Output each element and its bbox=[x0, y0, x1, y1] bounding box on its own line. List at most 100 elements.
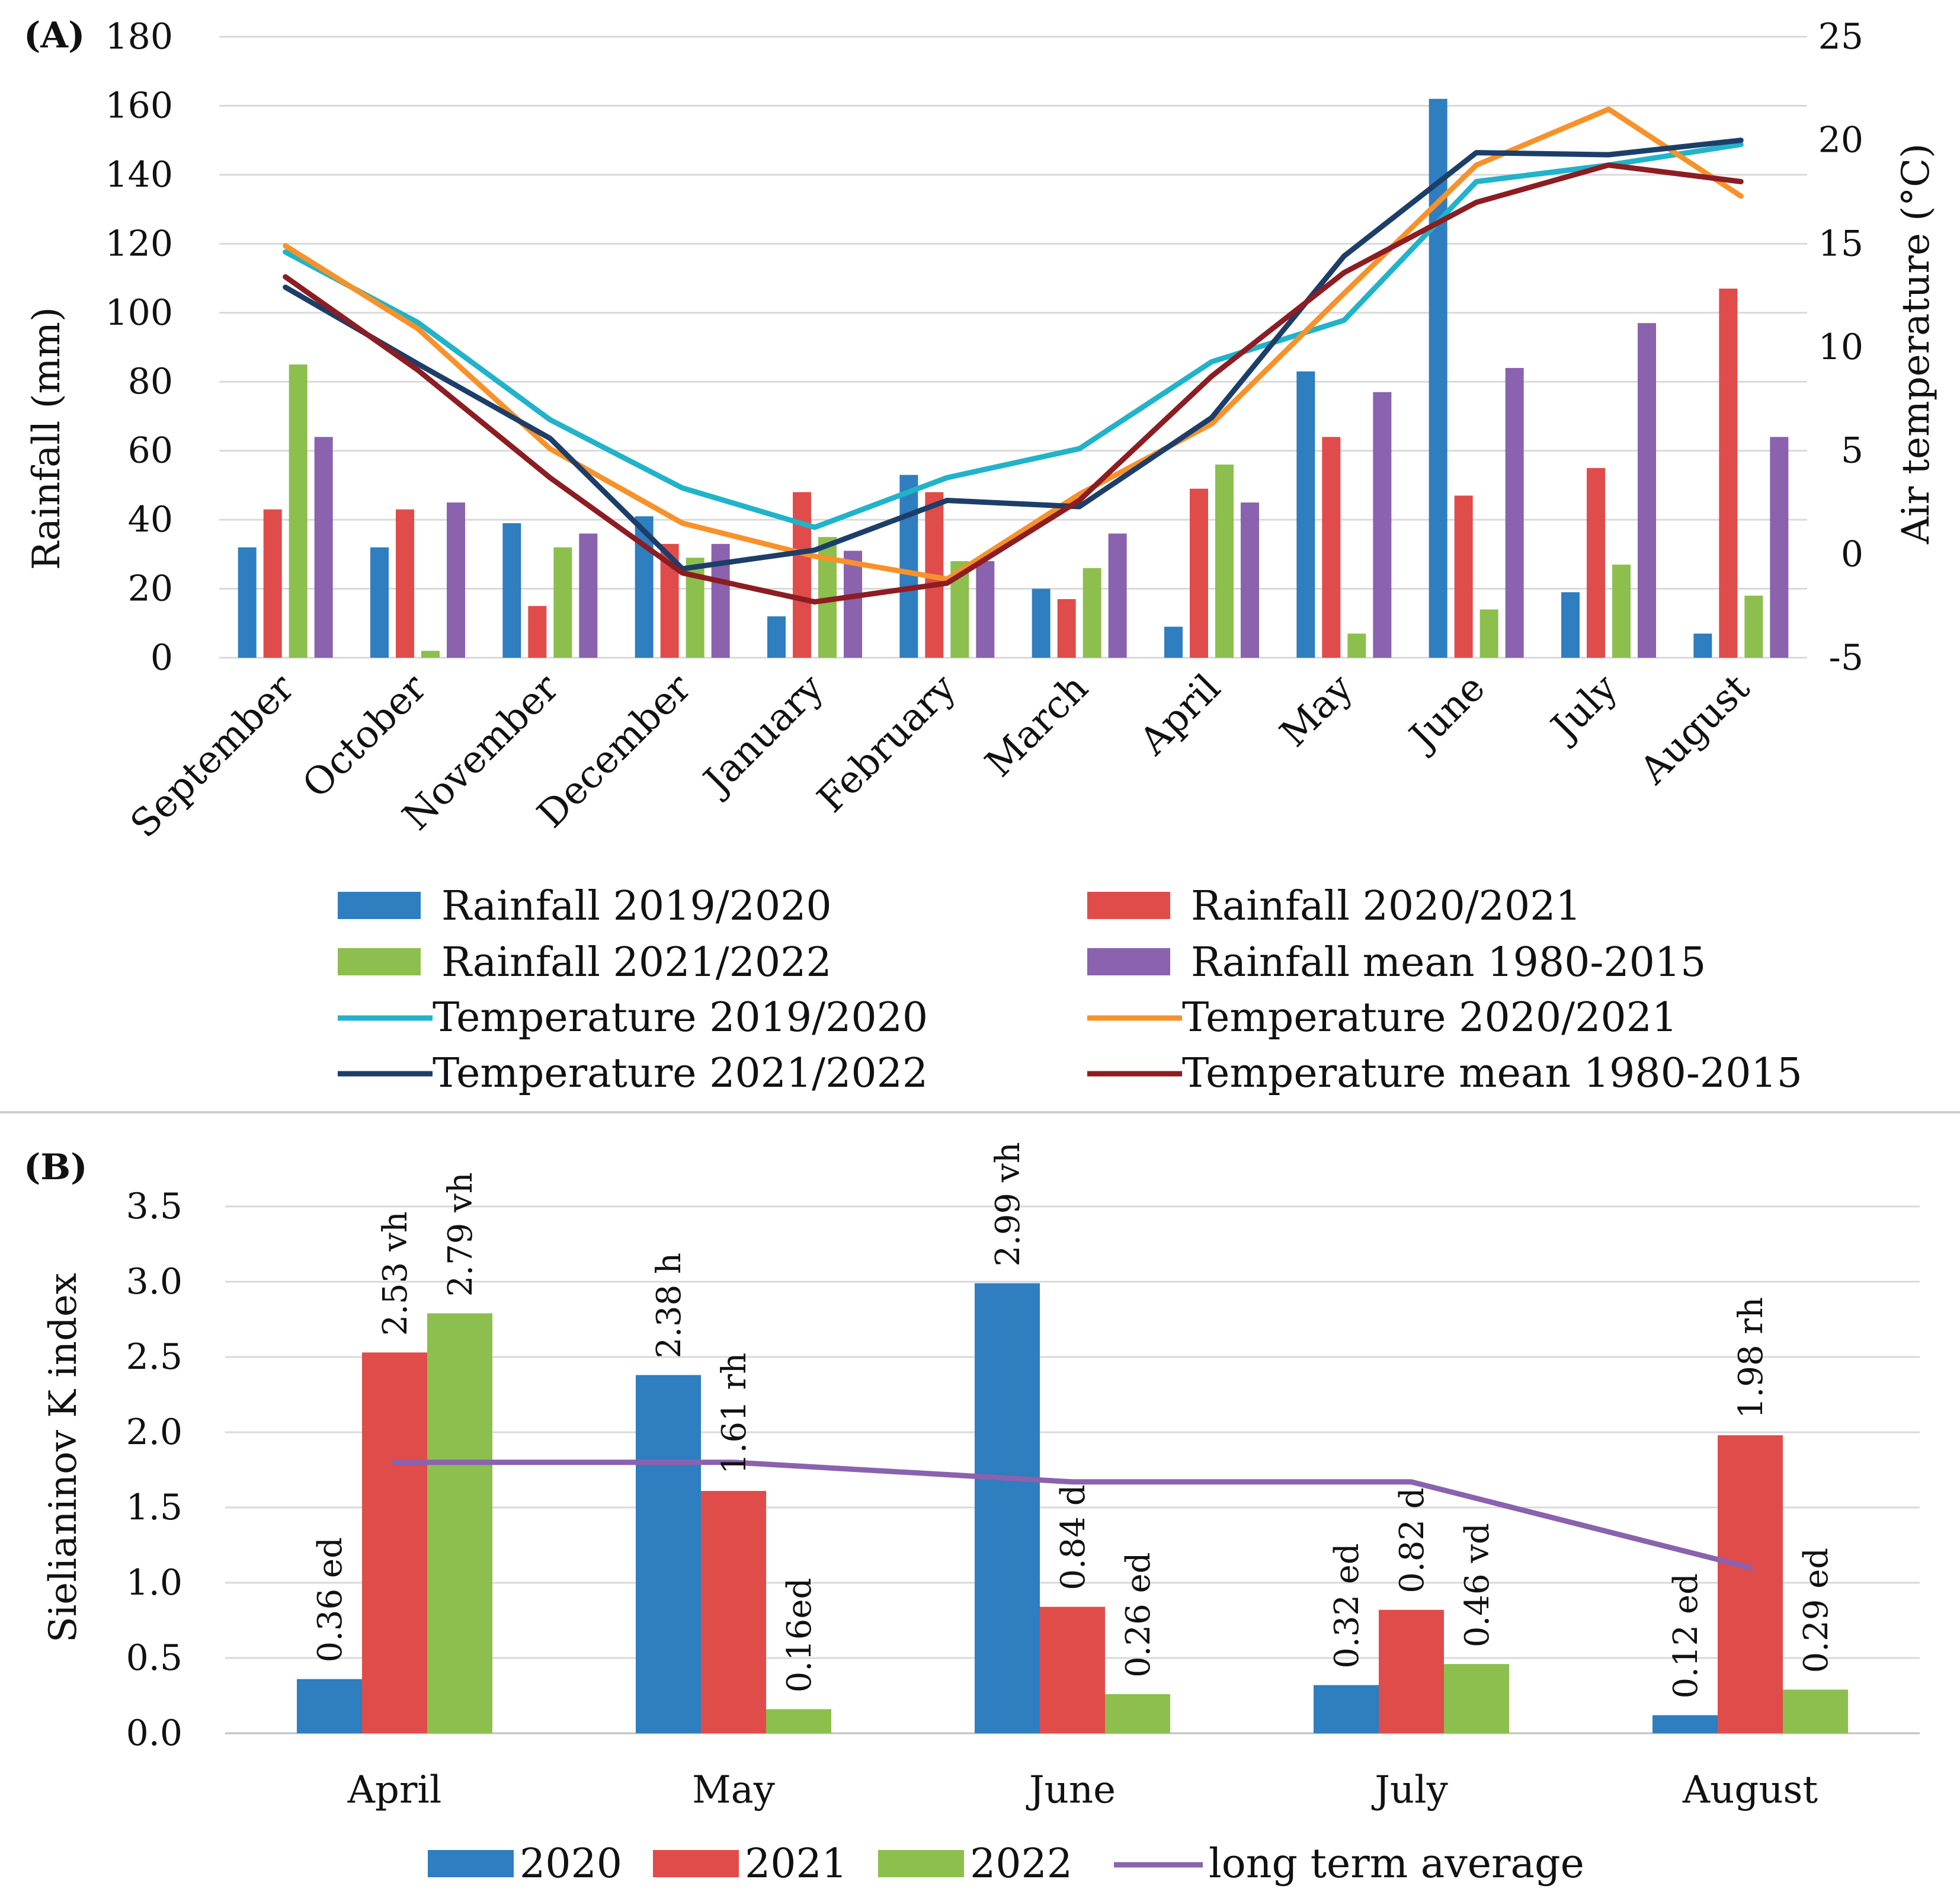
bar-2021 bbox=[362, 1352, 427, 1733]
legend-label: Temperature 2020/2021 bbox=[1182, 994, 1677, 1041]
x-tick-label: June bbox=[1399, 666, 1494, 761]
bar-2020 bbox=[1314, 1685, 1379, 1733]
data-label: 0.29 ed bbox=[1797, 1548, 1836, 1673]
y-tick-label: 40 bbox=[128, 499, 173, 540]
bar-rainfall-2019-2020 bbox=[1429, 98, 1447, 658]
panel-b-data-labels: 0.36 ed 2.53 vh 2.79 vh 2.38 h 1.61 rh 0.16ed… bbox=[311, 1142, 1836, 1698]
panel-b-label: (B) bbox=[24, 1147, 88, 1188]
x-tick-label: July bbox=[1371, 1768, 1448, 1812]
bar-rainfall-2020-2021 bbox=[263, 509, 282, 658]
data-label: 1.61 rh bbox=[715, 1353, 754, 1474]
panel-a-label: (A) bbox=[24, 15, 85, 56]
y2-tick-label: 25 bbox=[1818, 16, 1863, 57]
data-label: 0.26 ed bbox=[1119, 1552, 1158, 1677]
data-label: 0.32 ed bbox=[1328, 1543, 1366, 1668]
x-tick-label: March bbox=[977, 666, 1097, 786]
panel-a-y2-axis-title: Air temperature (°C) bbox=[1894, 143, 1938, 545]
bar-rainfall-2021-2022 bbox=[289, 364, 308, 658]
data-label: 0.16ed bbox=[780, 1578, 819, 1693]
data-label: 2.99 vh bbox=[989, 1142, 1027, 1266]
bar-rainfall-mean-1980-2015 bbox=[1505, 367, 1524, 658]
bar-rainfall-2019-2020 bbox=[502, 523, 521, 658]
y2-tick-label: 20 bbox=[1818, 120, 1863, 161]
x-tick-label: July bbox=[1541, 666, 1626, 751]
y-tick-label: 3.5 bbox=[126, 1186, 182, 1227]
y2-tick-label: 15 bbox=[1818, 223, 1863, 264]
x-tick-label: May bbox=[692, 1768, 775, 1812]
y-tick-label: 20 bbox=[128, 568, 173, 610]
bar-rainfall-2019-2020 bbox=[1164, 626, 1183, 658]
bar-rainfall-2021-2022 bbox=[421, 651, 440, 658]
panel-a-rainfall-temperature-chart: (A) 0 20 40 60 80 100 120 140 160 180 -5 0 5 10 15 20 2… bbox=[24, 15, 1938, 1097]
panel-b-month-labels: April May June July August bbox=[347, 1768, 1818, 1812]
x-tick-label: September bbox=[123, 666, 303, 847]
bar-rainfall-mean-1980-2015 bbox=[579, 533, 598, 658]
data-label: 2.79 vh bbox=[441, 1172, 480, 1297]
bar-rainfall-2020-2021 bbox=[793, 492, 811, 658]
y-tick-label: 180 bbox=[105, 16, 173, 57]
bar-rainfall-mean-1980-2015 bbox=[844, 550, 862, 658]
bar-rainfall-mean-1980-2015 bbox=[1241, 502, 1259, 658]
y-tick-label: 140 bbox=[105, 154, 173, 196]
bar-rainfall-2021-2022 bbox=[1215, 464, 1234, 658]
legend-label: 2021 bbox=[745, 1841, 847, 1887]
bar-2022 bbox=[1783, 1689, 1848, 1733]
y-tick-label: 0.0 bbox=[126, 1713, 182, 1754]
bar-rainfall-2019-2020 bbox=[1296, 371, 1315, 658]
y-tick-label: 1.5 bbox=[126, 1487, 182, 1528]
bar-rainfall-2021-2022 bbox=[1744, 596, 1763, 658]
bar-2020 bbox=[1652, 1715, 1718, 1733]
bar-rainfall-2021-2022 bbox=[1083, 568, 1101, 658]
legend-swatch bbox=[338, 948, 421, 975]
panel-b-k-index-chart: (B) 0.0 0.5 1.0 1.5 2.0 2.5 3.0 3.5 0.36 ed 2.53… bbox=[24, 1142, 1920, 1887]
legend-label: Rainfall 2020/2021 bbox=[1191, 883, 1581, 930]
legend-label: 2020 bbox=[520, 1841, 622, 1887]
x-tick-label: January bbox=[693, 666, 832, 805]
panel-b-y-axis-title: Sielianinov K index bbox=[41, 1273, 85, 1643]
y-tick-label: 3.0 bbox=[126, 1261, 182, 1302]
line-temperature-2019-2020 bbox=[283, 142, 1744, 530]
line-temperature-mean-1980-2015 bbox=[283, 162, 1744, 605]
y-tick-label: 60 bbox=[128, 430, 173, 472]
y-tick-label: 0.5 bbox=[126, 1637, 182, 1679]
data-label: 0.82 d bbox=[1393, 1487, 1431, 1593]
bar-rainfall-mean-1980-2015 bbox=[1770, 437, 1789, 658]
bar-rainfall-2019-2020 bbox=[899, 475, 918, 658]
legend-label: Temperature 2019/2020 bbox=[433, 994, 928, 1041]
bar-rainfall-2020-2021 bbox=[528, 606, 547, 658]
y-tick-label: 80 bbox=[128, 361, 173, 402]
data-label: 0.12 ed bbox=[1667, 1573, 1705, 1698]
bar-2022 bbox=[427, 1313, 492, 1733]
legend-label: Temperature 2021/2022 bbox=[433, 1050, 928, 1097]
panel-b-gridlines bbox=[225, 1205, 1920, 1734]
bar-rainfall-2020-2021 bbox=[1719, 289, 1738, 658]
y2-tick-label: 10 bbox=[1818, 327, 1863, 368]
bar-2020 bbox=[297, 1679, 362, 1733]
x-tick-label: October bbox=[294, 666, 435, 807]
bar-rainfall-2019-2020 bbox=[1561, 592, 1580, 658]
data-label: 0.46 vd bbox=[1458, 1523, 1497, 1647]
y-tick-label: 2.5 bbox=[126, 1336, 182, 1378]
data-label: 2.38 h bbox=[650, 1253, 688, 1359]
legend-label: long term average bbox=[1209, 1841, 1584, 1887]
bar-rainfall-2019-2020 bbox=[1693, 633, 1712, 658]
data-label: 0.36 ed bbox=[311, 1537, 350, 1662]
data-label: 1.98 rh bbox=[1732, 1297, 1770, 1419]
bar-rainfall-mean-1980-2015 bbox=[1638, 323, 1656, 658]
bar-rainfall-2020-2021 bbox=[1190, 488, 1208, 658]
bar-2022 bbox=[1444, 1664, 1509, 1733]
legend-swatch bbox=[1087, 892, 1170, 919]
bar-2021 bbox=[1040, 1606, 1105, 1733]
legend-swatch bbox=[1087, 948, 1170, 975]
bar-rainfall-2020-2021 bbox=[396, 509, 414, 658]
bar-rainfall-2021-2022 bbox=[1479, 609, 1498, 658]
bar-rainfall-2019-2020 bbox=[1032, 588, 1051, 658]
bar-rainfall-2020-2021 bbox=[1454, 495, 1473, 658]
x-tick-label: February bbox=[809, 666, 965, 821]
x-tick-label: August bbox=[1631, 666, 1759, 793]
bar-rainfall-2021-2022 bbox=[553, 547, 572, 658]
x-tick-label: April bbox=[1131, 666, 1229, 764]
panel-a-bars bbox=[238, 98, 1789, 658]
y-tick-label: 100 bbox=[105, 292, 173, 334]
